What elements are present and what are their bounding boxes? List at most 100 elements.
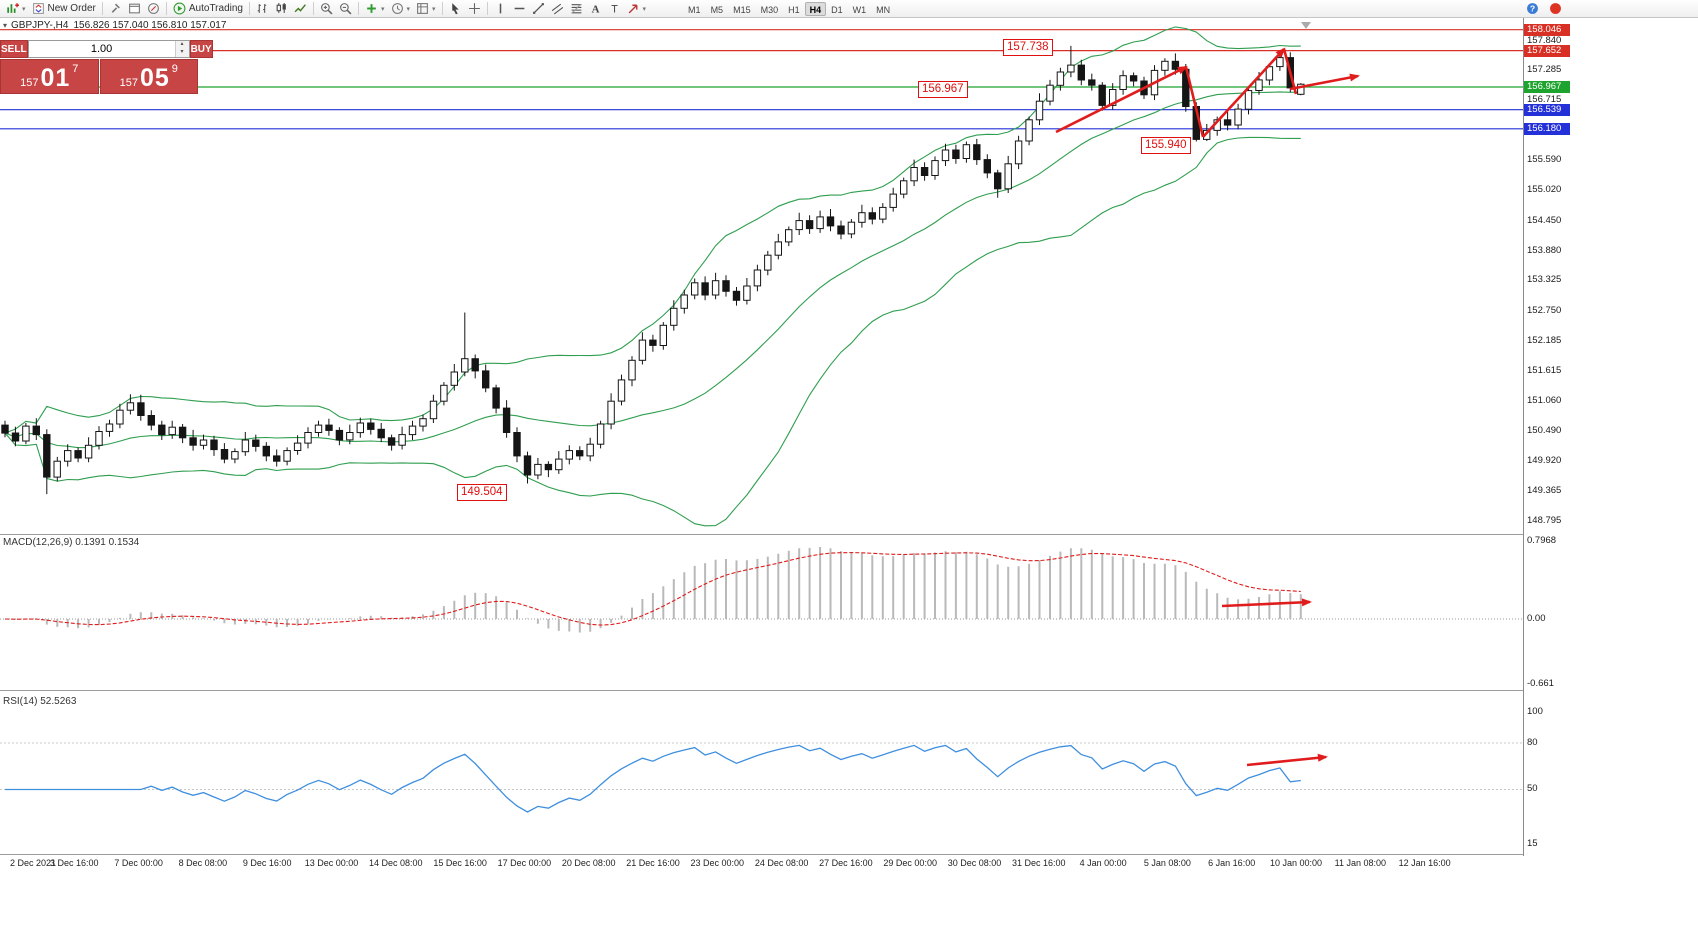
mql5-community-button[interactable]	[106, 1, 125, 17]
scale-label: -0.661	[1527, 678, 1554, 689]
volume-increase-button[interactable]: ▴	[175, 41, 189, 49]
arrows-tool-button[interactable]: ▾	[624, 1, 650, 17]
macd-value-signal: 0.1534	[108, 537, 140, 548]
time-scale-label: 15 Dec 16:00	[433, 858, 487, 868]
crosshair-icon	[468, 3, 480, 14]
bars-mode-icon	[257, 4, 267, 13]
scale-label: 0.7968	[1527, 535, 1557, 546]
scale-label: 155.020	[1527, 184, 1562, 196]
price-chart-canvas[interactable]	[0, 18, 1523, 533]
line-mode-icon	[294, 4, 306, 13]
data-window-button[interactable]	[125, 1, 144, 17]
timeframe-m1-button[interactable]: M1	[683, 2, 706, 16]
timeframe-d1-button[interactable]: D1	[826, 2, 848, 16]
scale-label: 156.967	[1524, 80, 1570, 93]
forecast-arrow[interactable]	[1289, 74, 1359, 91]
price-annotation[interactable]: 156.967	[918, 81, 968, 98]
volume-input[interactable]	[28, 41, 175, 57]
volume-decrease-button[interactable]: ▾	[175, 49, 189, 57]
dropdown-caret-icon[interactable]: ▾	[380, 5, 385, 13]
help-button[interactable]: ?	[1523, 1, 1542, 17]
sell-price-prefix: 157	[20, 77, 39, 89]
chart-shift-marker[interactable]	[1301, 22, 1311, 29]
ohlc-values: 156.826 157.040 156.810 157.017	[73, 20, 227, 31]
time-scale-label: 21 Dec 16:00	[626, 858, 680, 868]
time-scale[interactable]: 2 Dec 2021 3 Dec 16:00 7 Dec 00:00 8 Dec 08…	[0, 856, 1569, 873]
timeframe-h4-button[interactable]: H4	[804, 1, 827, 16]
timeframe-mn-button[interactable]: MN	[871, 2, 895, 16]
buy-price-big: 05	[139, 64, 170, 92]
line-mode-button[interactable]	[291, 1, 310, 17]
time-scale-label: 4 Jan 00:00	[1079, 858, 1127, 868]
scale-label: 150.490	[1527, 424, 1562, 436]
price-scale[interactable]: 158.046 157.840 157.652 157.285 156.967 156.7…	[1523, 18, 1570, 856]
timeframe-w1-button[interactable]: W1	[848, 2, 872, 16]
macd-forecast-arrow[interactable]	[1221, 600, 1311, 608]
sell-button[interactable]: SELL	[0, 40, 28, 58]
indicators-button[interactable]: ▾	[362, 1, 388, 17]
pane-divider-time[interactable]	[0, 854, 1569, 855]
time-scale-label: 8 Dec 08:00	[178, 858, 228, 868]
data-window-icon	[128, 3, 140, 14]
templates-button[interactable]: ▾	[413, 1, 439, 17]
one-click-toggle-icon[interactable]: ▾	[3, 21, 8, 30]
timeframe-m5-button[interactable]: M5	[706, 2, 729, 16]
new-order-button[interactable]: New Order	[29, 1, 99, 17]
dropdown-caret-icon[interactable]: ▾	[22, 5, 26, 13]
navigator-button[interactable]	[144, 1, 163, 17]
notifications-icon	[1550, 3, 1561, 14]
candles-mode-button[interactable]	[272, 1, 291, 17]
autotrading-button[interactable]: AutoTrading	[170, 1, 246, 17]
zoom-out-button[interactable]	[336, 1, 355, 17]
buy-price-pip: 9	[171, 63, 178, 75]
price-annotation[interactable]: 149.504	[457, 484, 507, 501]
vertical-line-tool-button[interactable]	[491, 1, 510, 17]
dropdown-caret-icon[interactable]: ▾	[642, 5, 647, 13]
scale-label: 152.750	[1527, 304, 1562, 316]
toolbar-separator	[486, 2, 488, 15]
timeframe-m15-button[interactable]: M15	[728, 2, 756, 16]
timeframe-h1-button[interactable]: H1	[783, 2, 805, 16]
notifications-button[interactable]	[1546, 1, 1565, 17]
scale-label: 148.795	[1527, 514, 1562, 526]
trend-arrow-up-1[interactable]	[1055, 65, 1187, 134]
scale-label: 157.285	[1527, 64, 1562, 76]
dropdown-caret-icon[interactable]: ▾	[406, 5, 411, 13]
new-chart-icon	[7, 3, 19, 13]
scale-label: 157.840	[1527, 34, 1562, 46]
scale-label: 157.652	[1524, 44, 1570, 57]
toolbar-separator	[357, 2, 359, 15]
channel-tool-button[interactable]	[548, 1, 567, 17]
time-scale-label: 5 Jan 08:00	[1143, 858, 1191, 868]
timeframe-m30-button[interactable]: M30	[756, 2, 784, 16]
buy-button[interactable]: BUY	[189, 40, 213, 58]
price-annotation[interactable]: 155.940	[1141, 137, 1191, 154]
price-annotation[interactable]: 157.738	[1003, 39, 1053, 56]
trend-arrow-up-2[interactable]	[1202, 48, 1285, 138]
rsi-forecast-arrow[interactable]	[1246, 755, 1327, 767]
svg-text:T: T	[611, 3, 618, 15]
cursor-button[interactable]	[446, 1, 465, 17]
horizontal-line-tool-button[interactable]	[510, 1, 529, 17]
bars-mode-button[interactable]	[253, 1, 272, 17]
time-scale-label: 29 Dec 00:00	[883, 858, 937, 868]
sell-price-button[interactable]: 157 01 7	[0, 59, 99, 94]
dropdown-caret-icon[interactable]: ▾	[432, 5, 436, 13]
pane-divider-macd[interactable]	[0, 534, 1569, 535]
trendline-tool-button[interactable]	[529, 1, 548, 17]
trend-line-down-1[interactable]	[1184, 66, 1205, 138]
fibonacci-tool-button[interactable]	[567, 1, 586, 17]
pane-divider-rsi[interactable]	[0, 690, 1569, 691]
text-tool-button[interactable]: A	[586, 1, 605, 17]
scale-label: 100	[1527, 706, 1543, 717]
periods-button[interactable]: ▾	[388, 1, 414, 17]
new-chart-button[interactable]: ▾	[3, 1, 29, 17]
crosshair-button[interactable]	[465, 1, 484, 17]
buy-price-button[interactable]: 157 05 9	[99, 59, 198, 94]
label-tool-button[interactable]: T	[605, 1, 624, 17]
trend-line-down-2[interactable]	[1282, 48, 1298, 95]
zoom-in-button[interactable]	[317, 1, 336, 17]
trendline-tool-icon	[532, 3, 544, 14]
macd-pane-canvas[interactable]	[0, 535, 1523, 689]
rsi-pane-canvas[interactable]	[0, 693, 1523, 853]
